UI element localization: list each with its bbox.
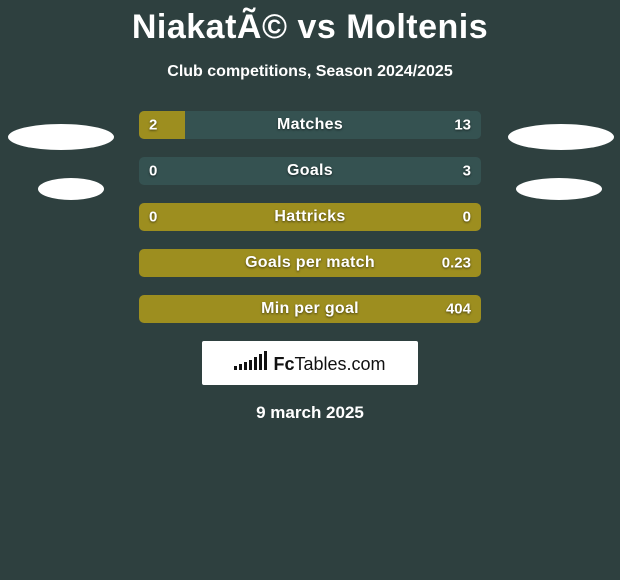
stat-row: Hattricks00 bbox=[139, 203, 481, 231]
stat-bar-left-seg bbox=[139, 249, 481, 277]
player-badge-left-1 bbox=[38, 178, 104, 200]
stat-bar-left-seg bbox=[139, 111, 185, 139]
player-badge-left-0 bbox=[8, 124, 114, 150]
stat-row: Matches213 bbox=[139, 111, 481, 139]
stat-bar-right-seg bbox=[139, 157, 481, 185]
stat-bar-right-seg bbox=[185, 111, 481, 139]
page-title: NiakatÃ© vs Moltenis bbox=[0, 0, 620, 47]
brand-box: FcTables.com bbox=[202, 341, 418, 385]
brand-text: FcTables.com bbox=[273, 354, 385, 375]
stat-bar-left-seg bbox=[139, 203, 481, 231]
stat-bar-left-seg bbox=[139, 295, 481, 323]
stat-bar-track bbox=[139, 203, 481, 231]
stat-row: Goals per match0.23 bbox=[139, 249, 481, 277]
stat-bar-track bbox=[139, 157, 481, 185]
page-subtitle: Club competitions, Season 2024/2025 bbox=[0, 63, 620, 81]
stat-row: Goals03 bbox=[139, 157, 481, 185]
stat-bar-track bbox=[139, 111, 481, 139]
player-badge-right-3 bbox=[516, 178, 602, 200]
stat-row: Min per goal404 bbox=[139, 295, 481, 323]
stat-bars: Matches213 Goals03 Hattricks00 Goals per ma… bbox=[139, 111, 481, 323]
stat-bar-track bbox=[139, 295, 481, 323]
brand-spark-icon bbox=[234, 352, 267, 370]
snapshot-date: 9 march 2025 bbox=[0, 403, 620, 423]
player-badge-right-2 bbox=[508, 124, 614, 150]
comparison-chart: Matches213 Goals03 Hattricks00 Goals per ma… bbox=[0, 111, 620, 423]
stat-bar-track bbox=[139, 249, 481, 277]
